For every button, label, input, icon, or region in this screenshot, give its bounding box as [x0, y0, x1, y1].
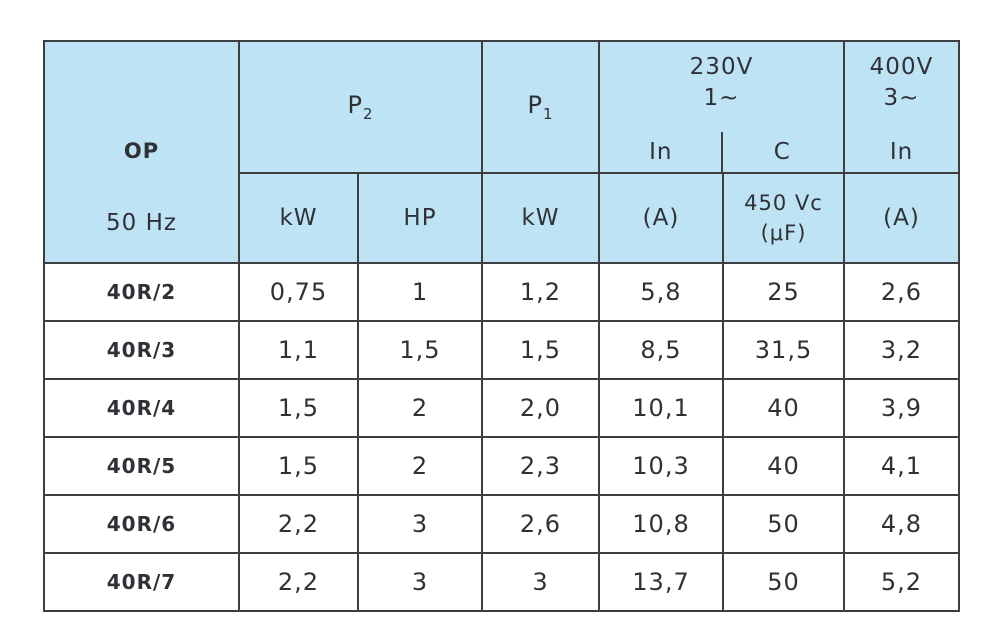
value-cell: 3 [357, 552, 483, 612]
value-cell: 10,8 [598, 494, 724, 554]
model-cell: 40R/6 [43, 494, 240, 554]
model-cell: 40R/5 [43, 436, 240, 496]
value-cell: 10,3 [598, 436, 724, 496]
value-cell: 1,5 [481, 320, 600, 380]
table-row: 40R/7 2,2 3 3 13,7 50 5,2 [43, 552, 960, 612]
op-header-cell: OP 50 Hz [43, 40, 240, 264]
in-c-divider [720, 132, 723, 172]
unit-kw-p1: kW [481, 172, 600, 264]
model-cell: 40R/2 [43, 262, 240, 322]
value-cell: 0,75 [238, 262, 359, 322]
value-cell: 3,2 [843, 320, 960, 380]
table-row: 40R/4 1,5 2 2,0 10,1 40 3,9 [43, 378, 960, 438]
p2-subscript: 2 [362, 104, 374, 123]
capacitor-voltage-label: 450 Vc [744, 191, 823, 215]
v230-header-cell: 230V 1~ In C [598, 40, 845, 174]
spec-table: OP 50 Hz P2 P1 230V 1~ In C [43, 40, 960, 612]
v400-header-cell: 400V 3~ In [843, 40, 960, 174]
value-cell: 4,8 [843, 494, 960, 554]
table-row: 40R/6 2,2 3 2,6 10,8 50 4,8 [43, 494, 960, 554]
v400-in-label: In [889, 139, 914, 165]
value-cell: 50 [722, 494, 845, 554]
p1-subscript: 1 [542, 104, 554, 123]
value-cell: 1 [357, 262, 483, 322]
frequency-label: 50 Hz [106, 210, 177, 236]
p1-label: P [527, 91, 543, 120]
model-cell: 40R/4 [43, 378, 240, 438]
value-cell: 10,1 [598, 378, 724, 438]
value-cell: 40 [722, 378, 845, 438]
unit-kw-p2: kW [238, 172, 359, 264]
v400-voltage-label: 400V [869, 54, 934, 80]
value-cell: 3,9 [843, 378, 960, 438]
unit-capacitor: 450 Vc (μF) [722, 172, 845, 264]
value-cell: 2,2 [238, 552, 359, 612]
capacitor-unit-label: (μF) [760, 221, 807, 245]
table-row: 40R/2 0,75 1 1,2 5,8 25 2,6 [43, 262, 960, 322]
value-cell: 2 [357, 378, 483, 438]
v230-voltage-label: 230V [689, 54, 754, 80]
value-cell: 5,2 [843, 552, 960, 612]
table-row: 40R/3 1,1 1,5 1,5 8,5 31,5 3,2 [43, 320, 960, 380]
p1-header-cell: P1 [481, 40, 600, 174]
v230-in-label: In [649, 139, 673, 165]
model-cell: 40R/7 [43, 552, 240, 612]
value-cell: 2,0 [481, 378, 600, 438]
value-cell: 25 [722, 262, 845, 322]
value-cell: 1,5 [357, 320, 483, 380]
table-row: 40R/5 1,5 2 2,3 10,3 40 4,1 [43, 436, 960, 496]
value-cell: 1,2 [481, 262, 600, 322]
value-cell: 1,1 [238, 320, 359, 380]
model-cell: 40R/3 [43, 320, 240, 380]
value-cell: 13,7 [598, 552, 724, 612]
value-cell: 1,5 [238, 378, 359, 438]
value-cell: 5,8 [598, 262, 724, 322]
p2-header-cell: P2 [238, 40, 483, 174]
v230-phase-label: 1~ [703, 85, 740, 111]
unit-amps-230: (A) [598, 172, 724, 264]
p2-label: P [347, 91, 363, 120]
unit-hp: HP [357, 172, 483, 264]
value-cell: 2,3 [481, 436, 600, 496]
value-cell: 50 [722, 552, 845, 612]
v400-phase-label: 3~ [883, 85, 920, 111]
value-cell: 2,2 [238, 494, 359, 554]
value-cell: 2,6 [481, 494, 600, 554]
value-cell: 2,6 [843, 262, 960, 322]
value-cell: 1,5 [238, 436, 359, 496]
value-cell: 4,1 [843, 436, 960, 496]
value-cell: 31,5 [722, 320, 845, 380]
value-cell: 8,5 [598, 320, 724, 380]
value-cell: 3 [481, 552, 600, 612]
value-cell: 40 [722, 436, 845, 496]
value-cell: 3 [357, 494, 483, 554]
op-label: OP [123, 139, 160, 163]
unit-amps-400: (A) [843, 172, 960, 264]
value-cell: 2 [357, 436, 483, 496]
v230-c-label: C [773, 139, 791, 165]
